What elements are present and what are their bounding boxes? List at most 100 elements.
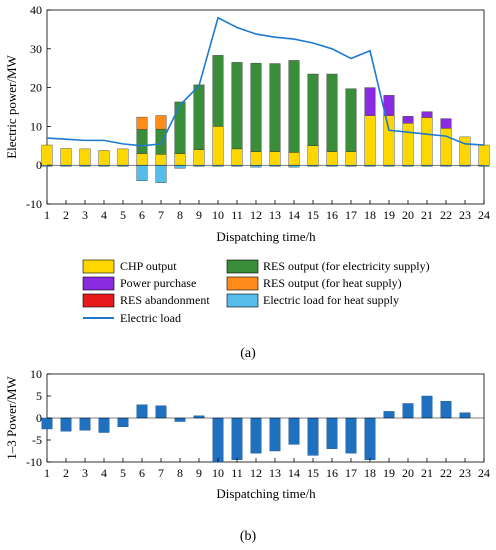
bar-b-h9 <box>193 415 205 419</box>
x-tick-label: 2 <box>63 466 69 480</box>
panel-b-label: (b) <box>240 529 257 544</box>
legend-swatch-heat-load <box>226 293 259 308</box>
x-tick-label: 4 <box>101 208 107 222</box>
bar-chp-h21 <box>421 117 433 166</box>
legend-swatch-abandon <box>82 293 115 308</box>
panel-a-axes: 1 2 3 4 5 6 7 8 9 10 11 12 13 14 15 16 17 18 19 20 21 22 23 24-… <box>26 3 490 222</box>
bar-b-h17 <box>345 417 357 454</box>
x-tick-label: 14 <box>288 208 300 222</box>
bar-chp-h3 <box>79 148 91 166</box>
x-tick-label: 12 <box>250 466 262 480</box>
bar-b-h20 <box>402 403 414 419</box>
panel-b-x-axis-label: Dispatching time/h <box>216 486 316 501</box>
x-tick-label: 3 <box>82 208 88 222</box>
x-tick-label: 21 <box>421 208 433 222</box>
x-tick-label: 12 <box>250 208 262 222</box>
bar-b-h19 <box>383 411 395 419</box>
bar-res_heat-h6 <box>136 116 148 130</box>
bar-chp-h20 <box>402 123 414 166</box>
legend-label-load: Electric load <box>120 311 181 325</box>
bar-b-h4 <box>98 417 110 433</box>
bar-chp-h13 <box>269 151 281 166</box>
bar-chp-h24 <box>478 144 490 166</box>
bar-res_elec-h15 <box>307 73 319 146</box>
bar-chp-h1 <box>41 144 53 166</box>
bar-b-h21 <box>421 395 433 419</box>
bar-b-h15 <box>307 417 319 456</box>
x-tick-label: 7 <box>158 466 164 480</box>
legend-swatch-res-heat <box>226 276 259 291</box>
bar-chp-h23 <box>459 136 471 166</box>
x-tick-label: 6 <box>139 466 145 480</box>
bar-purchase-h21 <box>421 111 433 118</box>
bar-chp-h19 <box>383 115 395 166</box>
legend-swatch-purchase <box>82 276 115 291</box>
x-tick-label: 20 <box>402 208 414 222</box>
bar-b-h14 <box>288 417 300 445</box>
legend-label-purchase: Power purchase <box>120 276 196 290</box>
bar-purchase-h18 <box>364 87 376 116</box>
x-tick-label: 10 <box>212 208 224 222</box>
bar-res_elec-h14 <box>288 60 300 153</box>
bar-chp-h7 <box>155 154 167 166</box>
bar-res_heat-h7 <box>155 115 167 130</box>
x-tick-label: 24 <box>478 208 490 222</box>
panel-a-label: (a) <box>240 346 256 361</box>
y-tick-label: 30 <box>30 42 42 56</box>
bar-b-h12 <box>250 417 262 454</box>
bar-heat_load-h7 <box>155 164 167 183</box>
y-tick-label: 10 <box>30 119 42 133</box>
bar-chp-h8 <box>174 153 186 166</box>
x-tick-label: 23 <box>459 466 471 480</box>
x-tick-label: 7 <box>158 208 164 222</box>
bar-chp-h15 <box>307 145 319 166</box>
bar-b-h3 <box>79 417 91 431</box>
x-tick-label: 21 <box>421 466 433 480</box>
bar-chp-h11 <box>231 148 243 166</box>
bar-b-h11 <box>231 417 243 460</box>
bar-b-h10 <box>212 417 224 463</box>
legend-label-chp: CHP output <box>120 259 177 273</box>
x-tick-label: 8 <box>177 466 183 480</box>
x-tick-label: 1 <box>44 208 50 222</box>
bar-res_elec-h13 <box>269 63 281 152</box>
x-tick-label: 22 <box>440 466 452 480</box>
legend-label-res-heat: RES output (for heat supply) <box>263 276 402 290</box>
bar-heat_load-h12 <box>250 164 262 168</box>
y-tick-label: -10 <box>26 197 42 211</box>
bar-chp-h5 <box>117 148 129 166</box>
x-tick-label: 16 <box>326 208 338 222</box>
x-tick-label: 15 <box>307 466 319 480</box>
bar-chp-h18 <box>364 115 376 166</box>
panel-a-bars <box>41 55 490 183</box>
panel-a-legend: CHP output Power purchase RES abandonmen… <box>82 259 430 325</box>
panel-b-bars <box>41 395 471 463</box>
x-tick-label: 6 <box>139 208 145 222</box>
y-tick-label: 20 <box>30 81 42 95</box>
panel-b-axes: 1 2 3 4 5 6 7 8 9 10 11 12 13 14 15 16 17 18 19 20 21 22 23 24-… <box>26 367 490 480</box>
bar-chp-h16 <box>326 151 338 166</box>
bar-chp-h22 <box>440 128 452 166</box>
bar-res_elec-h17 <box>345 88 357 152</box>
x-tick-label: 8 <box>177 208 183 222</box>
x-tick-label: 11 <box>231 208 243 222</box>
bar-chp-h6 <box>136 153 148 166</box>
x-tick-label: 4 <box>101 466 107 480</box>
x-tick-label: 11 <box>231 466 243 480</box>
electric-load-line <box>46 16 485 147</box>
bar-res_elec-h8 <box>174 101 186 154</box>
bar-purchase-h22 <box>440 118 452 129</box>
bar-res_elec-h10 <box>212 55 224 127</box>
x-tick-label: 19 <box>383 208 395 222</box>
bar-res_elec-h16 <box>326 73 338 152</box>
panel-a-y-axis-label: Electric power/MW <box>4 54 19 158</box>
legend-label-heat-load: Electric load for heat supply <box>263 293 399 307</box>
x-tick-label: 2 <box>63 208 69 222</box>
panel-a-load-line <box>46 16 485 147</box>
x-tick-label: 5 <box>120 208 126 222</box>
bar-chp-h17 <box>345 151 357 166</box>
x-tick-label: 13 <box>269 466 281 480</box>
x-tick-label: 24 <box>478 466 490 480</box>
x-tick-label: 17 <box>345 208 357 222</box>
